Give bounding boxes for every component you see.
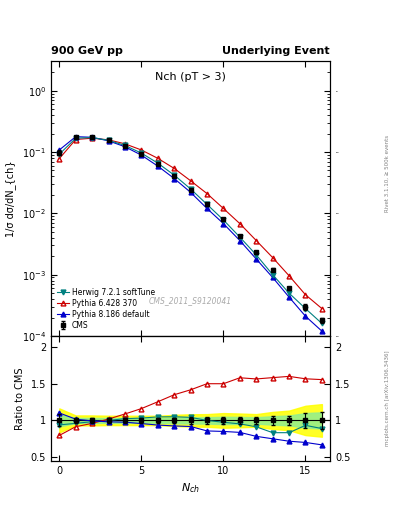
Herwig 7.2.1 softTune: [303, 306, 308, 312]
Herwig 7.2.1 softTune: [57, 151, 62, 157]
X-axis label: $N_{ch}$: $N_{ch}$: [181, 481, 200, 495]
Pythia 6.428 370: [221, 205, 226, 211]
Pythia 8.186 default: [205, 205, 209, 211]
Pythia 8.186 default: [320, 328, 324, 334]
Herwig 7.2.1 softTune: [221, 217, 226, 223]
Text: Nch (pT > 3): Nch (pT > 3): [155, 72, 226, 82]
Herwig 7.2.1 softTune: [123, 142, 127, 148]
Herwig 7.2.1 softTune: [287, 290, 292, 296]
Herwig 7.2.1 softTune: [172, 172, 176, 178]
Pythia 6.428 370: [172, 165, 176, 172]
Pythia 8.186 default: [237, 238, 242, 244]
Text: CMS_2011_S9120041: CMS_2011_S9120041: [149, 296, 232, 305]
Pythia 6.428 370: [270, 254, 275, 261]
Pythia 8.186 default: [73, 134, 78, 140]
Pythia 6.428 370: [254, 238, 259, 244]
Text: Underlying Event: Underlying Event: [222, 46, 330, 56]
Line: Herwig 7.2.1 softTune: Herwig 7.2.1 softTune: [57, 135, 324, 326]
Pythia 8.186 default: [270, 274, 275, 281]
Pythia 6.428 370: [73, 136, 78, 142]
Pythia 8.186 default: [155, 163, 160, 169]
Text: 900 GeV pp: 900 GeV pp: [51, 46, 123, 56]
Pythia 6.428 370: [205, 190, 209, 197]
Herwig 7.2.1 softTune: [205, 201, 209, 207]
Line: Pythia 6.428 370: Pythia 6.428 370: [57, 136, 324, 311]
Pythia 8.186 default: [188, 189, 193, 196]
Pythia 8.186 default: [172, 176, 176, 182]
Pythia 6.428 370: [188, 178, 193, 184]
Pythia 8.186 default: [221, 221, 226, 227]
Pythia 6.428 370: [303, 292, 308, 298]
Herwig 7.2.1 softTune: [106, 137, 111, 143]
Y-axis label: Ratio to CMS: Ratio to CMS: [15, 367, 25, 430]
Herwig 7.2.1 softTune: [188, 186, 193, 192]
Herwig 7.2.1 softTune: [270, 271, 275, 278]
Pythia 8.186 default: [254, 256, 259, 262]
Pythia 8.186 default: [123, 144, 127, 150]
Pythia 6.428 370: [237, 221, 242, 227]
Pythia 6.428 370: [287, 273, 292, 279]
Y-axis label: 1/σ dσ/dN_{ch}: 1/σ dσ/dN_{ch}: [6, 160, 17, 237]
Pythia 6.428 370: [123, 141, 127, 147]
Herwig 7.2.1 softTune: [237, 234, 242, 240]
Pythia 8.186 default: [57, 147, 62, 153]
Pythia 8.186 default: [106, 138, 111, 144]
Pythia 8.186 default: [303, 313, 308, 319]
Herwig 7.2.1 softTune: [90, 135, 94, 141]
Herwig 7.2.1 softTune: [155, 160, 160, 166]
Herwig 7.2.1 softTune: [254, 252, 259, 258]
Pythia 6.428 370: [139, 147, 144, 153]
Pythia 8.186 default: [287, 294, 292, 300]
Pythia 6.428 370: [320, 306, 324, 312]
Line: Pythia 8.186 default: Pythia 8.186 default: [57, 134, 324, 334]
Text: Rivet 3.1.10, ≥ 500k events: Rivet 3.1.10, ≥ 500k events: [385, 135, 390, 211]
Herwig 7.2.1 softTune: [73, 135, 78, 141]
Pythia 6.428 370: [155, 155, 160, 161]
Pythia 6.428 370: [90, 135, 94, 141]
Pythia 8.186 default: [90, 134, 94, 140]
Legend: Herwig 7.2.1 softTune, Pythia 6.428 370, Pythia 8.186 default, CMS: Herwig 7.2.1 softTune, Pythia 6.428 370,…: [55, 286, 157, 332]
Pythia 6.428 370: [106, 137, 111, 143]
Pythia 6.428 370: [57, 156, 62, 162]
Text: mcplots.cern.ch [arXiv:1306.3436]: mcplots.cern.ch [arXiv:1306.3436]: [385, 351, 390, 446]
Pythia 8.186 default: [139, 152, 144, 158]
Herwig 7.2.1 softTune: [320, 321, 324, 327]
Herwig 7.2.1 softTune: [139, 150, 144, 156]
